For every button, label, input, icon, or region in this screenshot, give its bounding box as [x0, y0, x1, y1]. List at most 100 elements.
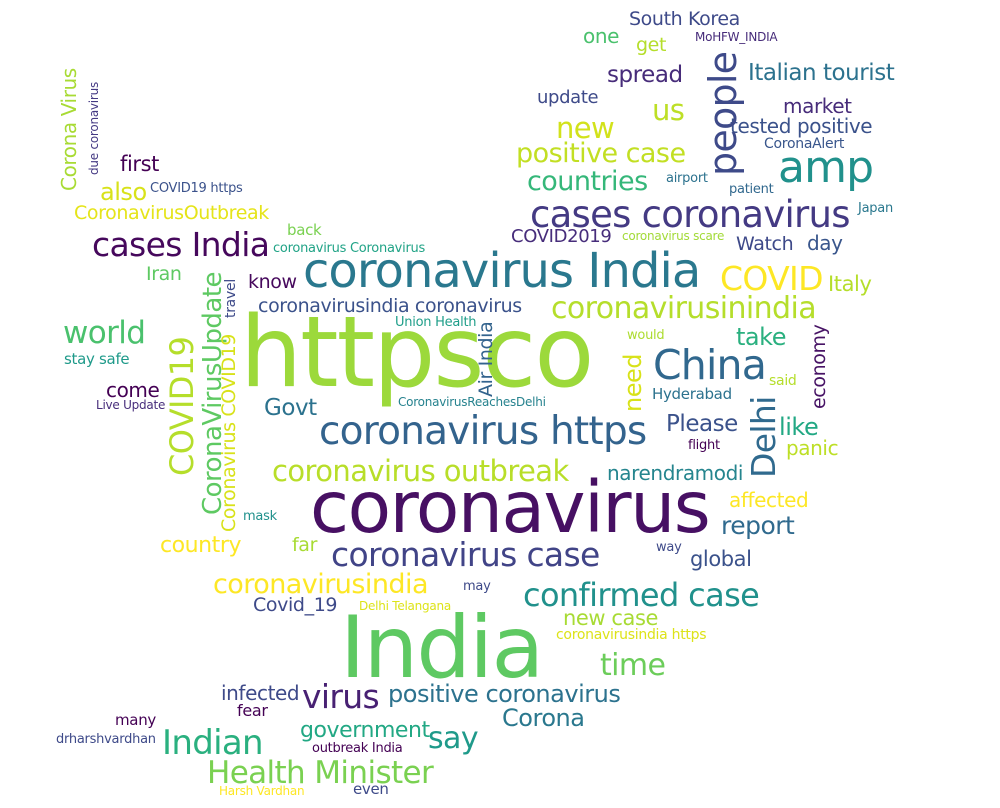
word-italy: Italy [828, 272, 872, 296]
word-time: time [600, 648, 666, 683]
word-coronavirus: coronavirus [310, 466, 711, 549]
word-mask: mask [243, 509, 277, 524]
word-said: said [769, 373, 797, 389]
word-us: us [652, 93, 685, 127]
word-delhi: Delhi [744, 396, 783, 478]
word-corona: Corona [502, 704, 585, 732]
word-report: report [721, 511, 795, 540]
word-travel: travel [223, 279, 239, 318]
word-drharshvardhan: drharshvardhan [56, 732, 156, 747]
word-amp: amp [778, 142, 874, 193]
word-people: people [701, 51, 745, 176]
word-covid19-https: COVID19 https [150, 181, 243, 196]
word-due-coronavirus: due coronavirus [87, 82, 101, 175]
word-also: also [100, 178, 147, 206]
word-spread: spread [607, 62, 683, 88]
word-day: day [807, 231, 843, 255]
word-update: update [537, 87, 599, 108]
word-confirmed-case: confirmed case [523, 576, 760, 614]
word-coronavirusreachesdelhi: CoronavirusReachesDelhi [398, 395, 546, 409]
word-one: one [583, 24, 620, 48]
word-govt: Govt [264, 395, 317, 421]
word-get: get [636, 34, 667, 56]
word-take: take [736, 323, 787, 351]
word-covid19: COVID19 [163, 336, 201, 476]
word-country: country [160, 533, 242, 558]
word-mohfw-india: MoHFW_INDIA [695, 30, 778, 44]
word-economy: economy [808, 324, 830, 409]
word-cases-coronavirus: cases coronavirus [530, 193, 851, 236]
word-first: first [120, 152, 159, 176]
word-far: far [292, 534, 318, 556]
word-indian: Indian [162, 723, 264, 763]
word-india: India [340, 598, 544, 698]
word-coronavirusindia-https: coronavirusindia https [556, 627, 707, 643]
word-positive-case: positive case [516, 138, 686, 169]
word-watch: Watch [736, 233, 794, 255]
word-health-minister: Health Minister [207, 755, 434, 791]
word-harsh-vardhan: Harsh Vardhan [219, 784, 305, 798]
word-say: say [428, 721, 479, 756]
word-tested-positive: tested positive [730, 114, 873, 138]
word-new: new [556, 111, 615, 145]
word-please: Please [666, 411, 738, 437]
word-fear: fear [237, 701, 268, 720]
word-world: world [63, 315, 146, 351]
word-httpsco: httpsco [240, 296, 594, 410]
word-affected: affected [729, 488, 809, 512]
word-countries: countries [527, 166, 648, 197]
word-japan: Japan [858, 201, 893, 216]
word-many: many [115, 711, 156, 729]
word-would: would [627, 328, 665, 343]
word-airport: airport [666, 171, 708, 186]
word-outbreak-india: outbreak India [312, 741, 403, 756]
word-way: way [656, 540, 682, 555]
word-hyderabad: Hyderabad [652, 385, 732, 403]
word-coronavirus-case: coronavirus case [331, 535, 600, 574]
word-coronavirus-coronavirus: coronavirus Coronavirus [273, 241, 426, 256]
word-government: government [300, 718, 430, 743]
word-corona-virus: Corona Virus [57, 68, 81, 191]
word-market: market [783, 94, 852, 118]
word-air-india: Air India [475, 321, 497, 397]
word-know: know [248, 271, 297, 293]
word-coronavirus-https: coronavirus https [319, 409, 647, 454]
word-flight: flight [688, 438, 720, 453]
word-back: back [287, 221, 322, 239]
word-coronavirusindia-coronavirus: coronavirusindia coronavirus [258, 295, 522, 317]
word-china: China [653, 341, 767, 389]
word-coronavirus-india: coronavirus India [303, 243, 701, 299]
word-coronavirusinindia: coronavirusinindia [551, 291, 817, 326]
word-coronavirus-covid19: Coronavirus COVID19 [218, 334, 240, 532]
word-like: like [779, 413, 819, 441]
word-union-health: Union Health [395, 315, 477, 330]
word-may: may [463, 579, 491, 594]
word-come: come [106, 378, 160, 402]
word-covid2019: COVID2019 [511, 226, 612, 247]
word-panic: panic [786, 436, 839, 460]
word-coronavirus-outbreak: coronavirus outbreak [272, 454, 569, 488]
word-coronavirusindia: coronavirusindia [213, 569, 429, 600]
word-need: need [619, 353, 647, 412]
word-stay-safe: stay safe [64, 350, 130, 368]
word-infected: infected [221, 681, 300, 705]
word-coronaalert: CoronaAlert [764, 136, 845, 152]
word-iran: Iran [146, 263, 182, 285]
word-positive-coronavirus: positive coronavirus [388, 680, 621, 708]
word-virus: virus [302, 677, 380, 716]
word-cases-india: cases India [92, 225, 270, 264]
word-south-korea: South Korea [629, 8, 740, 30]
word-narendramodi: narendramodi [607, 461, 744, 485]
word-coronavirusoutbreak: CoronavirusOutbreak [74, 202, 269, 224]
word-global: global [690, 547, 752, 571]
word-new-case: new case [563, 606, 658, 630]
word-italian-tourist: Italian tourist [748, 60, 895, 86]
word-covid: COVID [720, 259, 824, 298]
word-coronavirus-scare: coronavirus scare [622, 229, 725, 243]
word-live-update: Live Update [96, 398, 166, 412]
word-delhi-telangana: Delhi Telangana [359, 599, 452, 613]
word-covid-19: Covid_19 [253, 594, 338, 616]
word-even: even [353, 780, 389, 798]
word-patient: patient [729, 182, 774, 197]
